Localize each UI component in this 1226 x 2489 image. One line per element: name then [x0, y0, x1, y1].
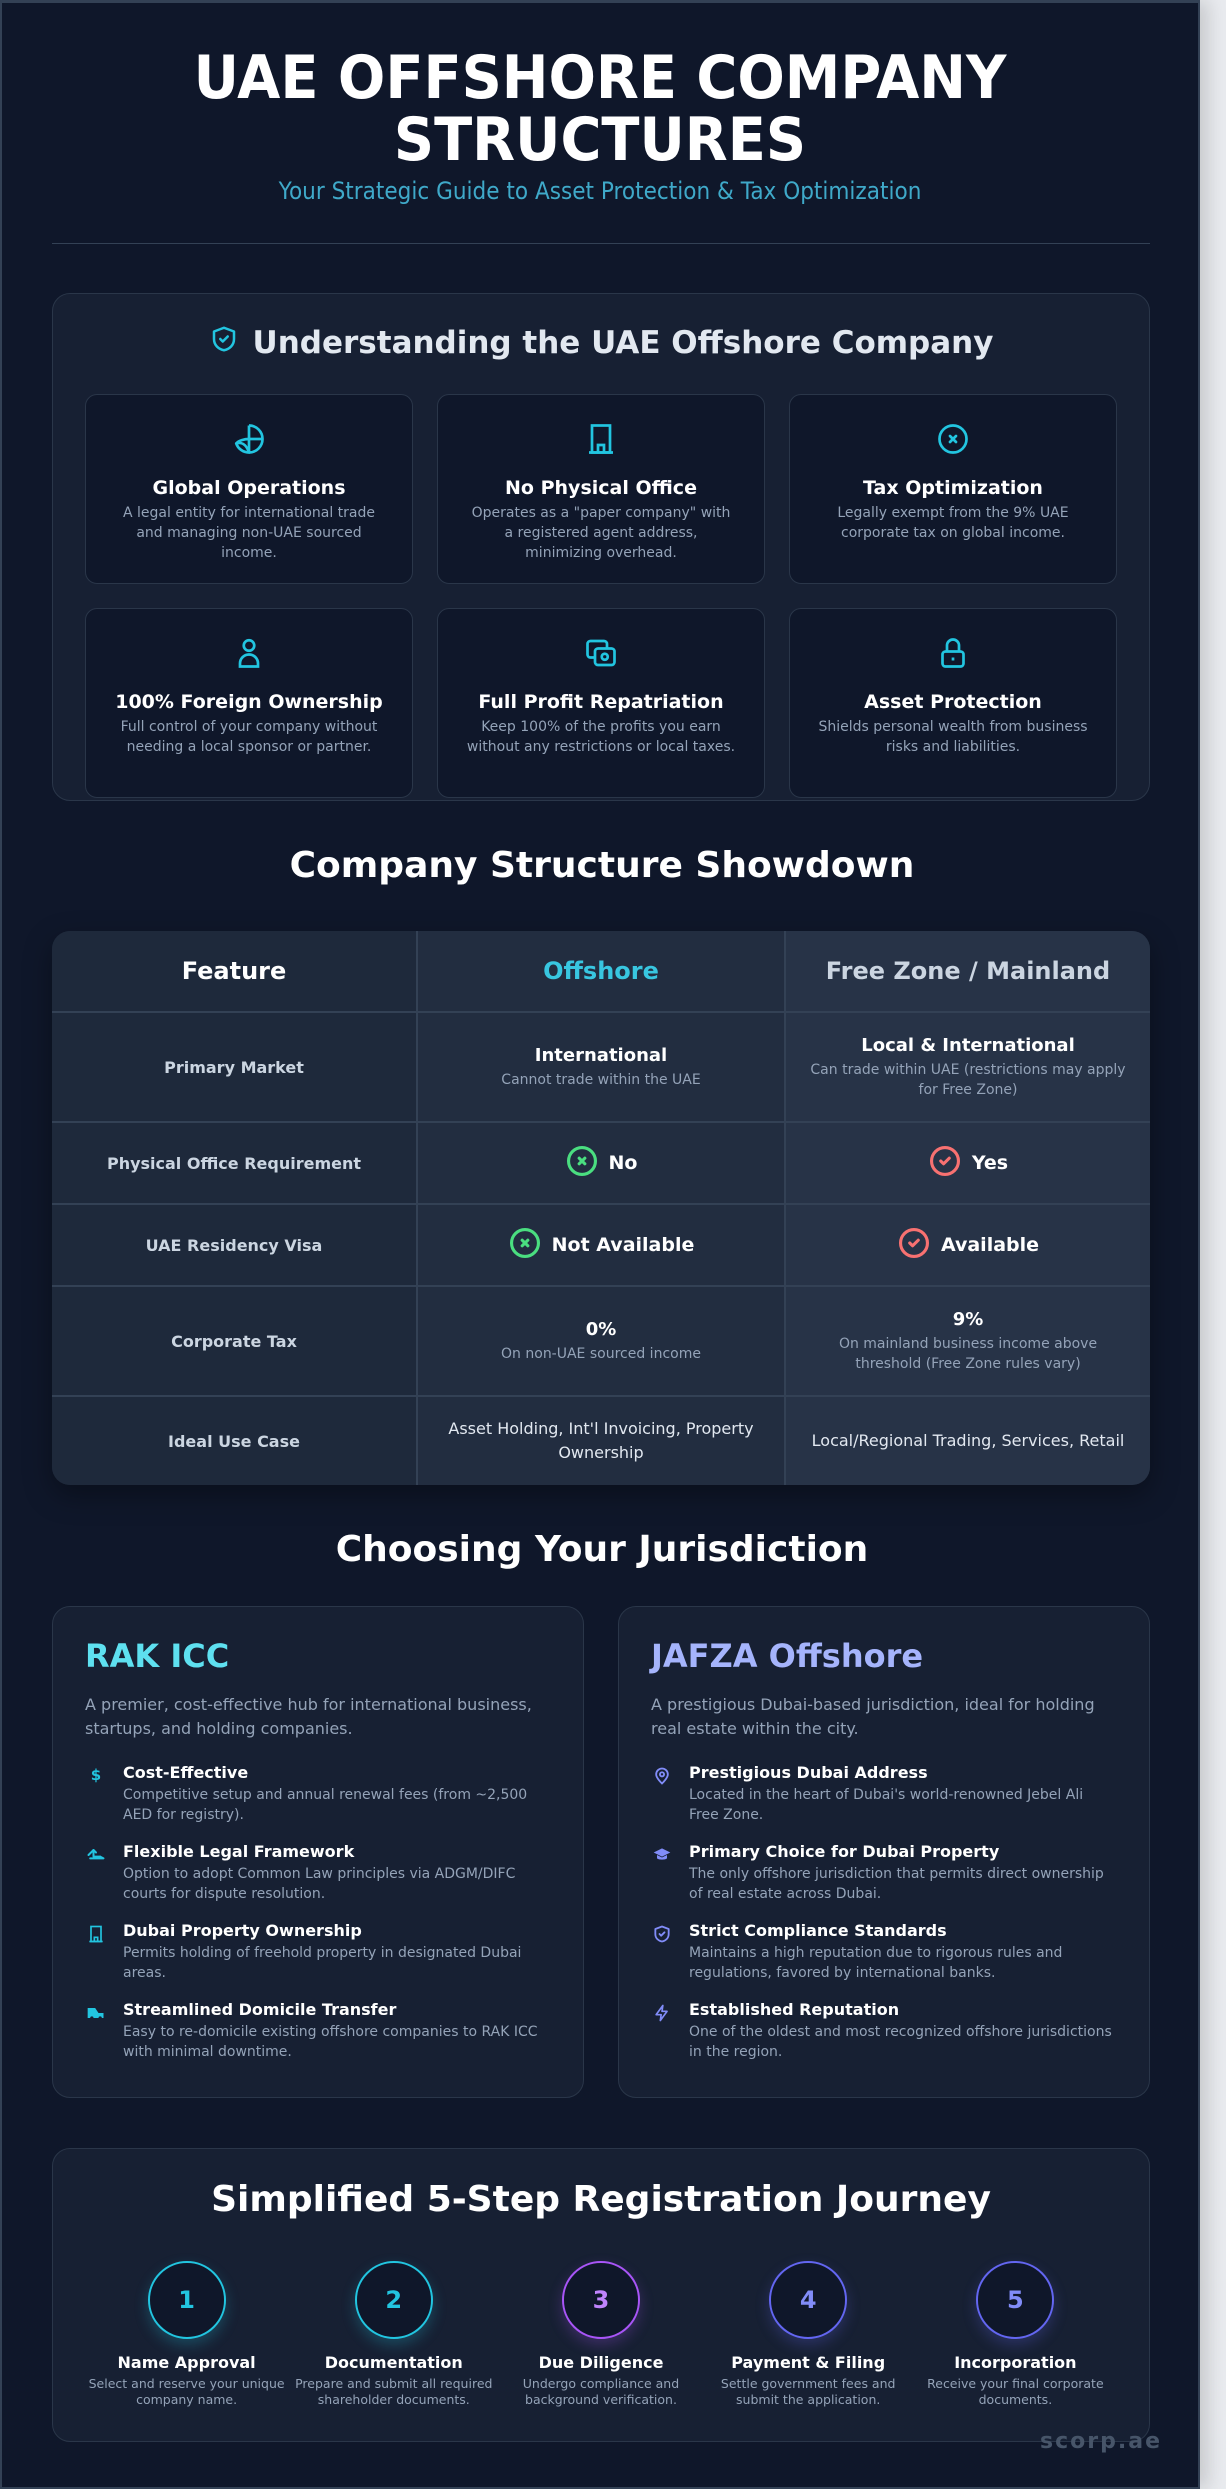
- lightning-icon: [651, 2000, 673, 2062]
- feature-grid: Global Operations A legal entity for int…: [85, 394, 1117, 798]
- table-row: Corporate Tax 0% On non-UAE sourced incom…: [52, 1287, 1150, 1397]
- step-number: 2: [354, 2261, 433, 2339]
- building-icon: [85, 1921, 107, 1983]
- comparison-table: Feature Offshore Free Zone / Mainland Pr…: [52, 931, 1150, 1485]
- header-offshore: Offshore: [418, 931, 786, 1011]
- x-circle-icon: [508, 1226, 542, 1265]
- table-row: Physical Office Requirement No Yes: [52, 1123, 1150, 1205]
- list-item: Flexible Legal Framework Option to adopt …: [85, 1842, 551, 1904]
- understanding-title: Understanding the UAE Offshore Company: [53, 324, 1149, 362]
- list-item: $ Cost-Effective Competitive setup and an…: [85, 1763, 551, 1825]
- table-row: UAE Residency Visa Not Available Availab…: [52, 1205, 1150, 1287]
- dollar-icon: $: [90, 1766, 102, 1784]
- money-icon: [583, 639, 619, 675]
- step-number: 5: [976, 2261, 1055, 2339]
- feature-card-profit-repatriation: Full Profit Repatriation Keep 100% of th…: [437, 608, 765, 798]
- steps-list: 1 Name Approval Select and reserve your …: [83, 2261, 1119, 2408]
- globe-icon: [231, 424, 267, 461]
- jurisdiction-name: RAK ICC: [85, 1637, 230, 1675]
- feature-card-tax-optimization: Tax Optimization Legally exempt from the…: [789, 394, 1117, 584]
- page-subtitle: Your Strategic Guide to Asset Protection…: [278, 177, 922, 205]
- step-1: 1 Name Approval Select and reserve your …: [83, 2261, 290, 2408]
- list-item: Established Reputation One of the oldest …: [651, 2000, 1117, 2062]
- jurisdiction-title: Choosing Your Jurisdiction: [335, 1529, 869, 1570]
- jurisdiction-card-jafza: JAFZA Offshore A prestigious Dubai-based…: [618, 1606, 1150, 2098]
- list-item: Dubai Property Ownership Permits holding …: [85, 1921, 551, 1983]
- list-item: Prestigious Dubai Address Located in the …: [651, 1763, 1117, 1825]
- registration-steps-panel: Simplified 5-Step Registration Journey 1…: [52, 2148, 1150, 2442]
- step-3: 3 Due Diligence Undergo compliance and b…: [497, 2261, 704, 2408]
- graduation-cap-icon: [651, 1842, 673, 1904]
- table-header-row: Feature Offshore Free Zone / Mainland: [52, 931, 1150, 1013]
- page-title: UAE OFFSHORE COMPANY STRUCTURES: [193, 43, 1007, 175]
- feature-card-foreign-ownership: 100% Foreign Ownership Full control of y…: [85, 608, 413, 798]
- page: UAE OFFSHORE COMPANY STRUCTURES Your Str…: [0, 0, 1200, 2489]
- benefit-list: Prestigious Dubai Address Located in the …: [651, 1763, 1117, 2062]
- gavel-icon: [85, 1842, 107, 1904]
- user-icon: [231, 638, 267, 675]
- step-5: 5 Incorporation Receive your final corpo…: [912, 2261, 1119, 2408]
- header-freezone-mainland: Free Zone / Mainland: [786, 931, 1150, 1011]
- header-divider: [52, 243, 1150, 244]
- building-icon: [583, 424, 619, 461]
- feature-card-no-physical-office: No Physical Office Operates as a "paper …: [437, 394, 765, 584]
- step-number: 4: [769, 2261, 848, 2339]
- shield-check-icon: [209, 324, 239, 362]
- step-number: 1: [147, 2261, 226, 2339]
- step-number: 3: [561, 2261, 640, 2339]
- table-row: Ideal Use Case Asset Holding, Int'l Invo…: [52, 1397, 1150, 1485]
- watermark-logo: scorp.ae: [1040, 2429, 1162, 2454]
- showdown-title: Company Structure Showdown: [289, 845, 915, 886]
- benefit-list: $ Cost-Effective Competitive setup and an…: [85, 1763, 551, 2062]
- feature-card-global-operations: Global Operations A legal entity for int…: [85, 394, 413, 584]
- table-row: Primary Market International Cannot trade…: [52, 1013, 1150, 1123]
- shield-check-icon: [651, 1921, 673, 1983]
- circle-x-icon: [935, 424, 971, 461]
- understanding-panel: Understanding the UAE Offshore Company G…: [52, 293, 1150, 801]
- check-circle-icon: [897, 1226, 931, 1265]
- hero-header: UAE OFFSHORE COMPANY STRUCTURES Your Str…: [2, 3, 1198, 205]
- step-4: 4 Payment & Filing Settle government fee…: [705, 2261, 912, 2408]
- jurisdiction-card-rak-icc: RAK ICC A premier, cost-effective hub fo…: [52, 1606, 584, 2098]
- list-item: Streamlined Domicile Transfer Easy to re-…: [85, 2000, 551, 2062]
- list-item: Primary Choice for Dubai Property The onl…: [651, 1842, 1117, 1904]
- x-circle-icon: [565, 1144, 599, 1183]
- check-circle-icon: [928, 1144, 962, 1183]
- jurisdiction-name: JAFZA Offshore: [651, 1637, 924, 1675]
- lock-icon: [935, 638, 971, 675]
- map-pin-icon: [651, 1763, 673, 1825]
- list-item: Strict Compliance Standards Maintains a h…: [651, 1921, 1117, 1983]
- header-feature: Feature: [52, 931, 418, 1011]
- steps-title: Simplified 5-Step Registration Journey: [211, 2179, 991, 2220]
- step-2: 2 Documentation Prepare and submit all r…: [290, 2261, 497, 2408]
- truck-icon: [85, 2000, 107, 2062]
- feature-card-asset-protection: Asset Protection Shields personal wealth…: [789, 608, 1117, 798]
